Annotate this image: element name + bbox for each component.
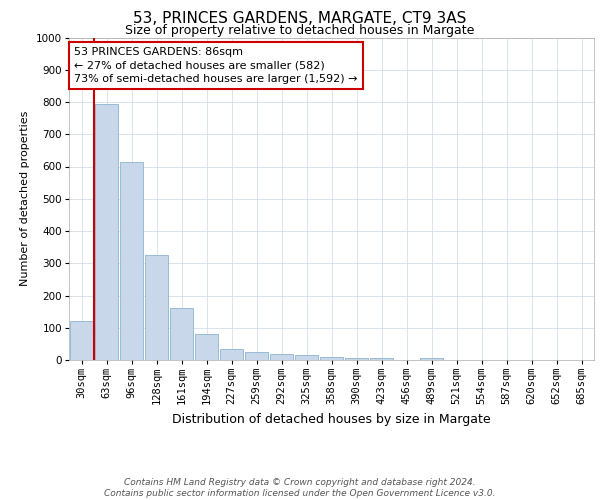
Bar xyxy=(420,358,443,360)
Bar xyxy=(70,322,93,360)
Text: Size of property relative to detached houses in Margate: Size of property relative to detached ho… xyxy=(125,24,475,37)
Bar xyxy=(320,357,343,360)
Text: 53 PRINCES GARDENS: 86sqm
← 27% of detached houses are smaller (582)
73% of semi: 53 PRINCES GARDENS: 86sqm ← 27% of detac… xyxy=(74,47,358,84)
Bar xyxy=(370,358,393,360)
Bar xyxy=(145,255,168,360)
Bar xyxy=(245,352,268,360)
Bar xyxy=(195,334,218,360)
Bar xyxy=(95,104,118,360)
Bar xyxy=(120,162,143,360)
X-axis label: Distribution of detached houses by size in Margate: Distribution of detached houses by size … xyxy=(172,413,491,426)
Bar xyxy=(295,355,318,360)
Bar xyxy=(270,354,293,360)
Text: Contains HM Land Registry data © Crown copyright and database right 2024.
Contai: Contains HM Land Registry data © Crown c… xyxy=(104,478,496,498)
Y-axis label: Number of detached properties: Number of detached properties xyxy=(20,111,31,286)
Bar xyxy=(170,308,193,360)
Bar xyxy=(220,348,243,360)
Text: 53, PRINCES GARDENS, MARGATE, CT9 3AS: 53, PRINCES GARDENS, MARGATE, CT9 3AS xyxy=(133,11,467,26)
Bar xyxy=(345,358,368,360)
